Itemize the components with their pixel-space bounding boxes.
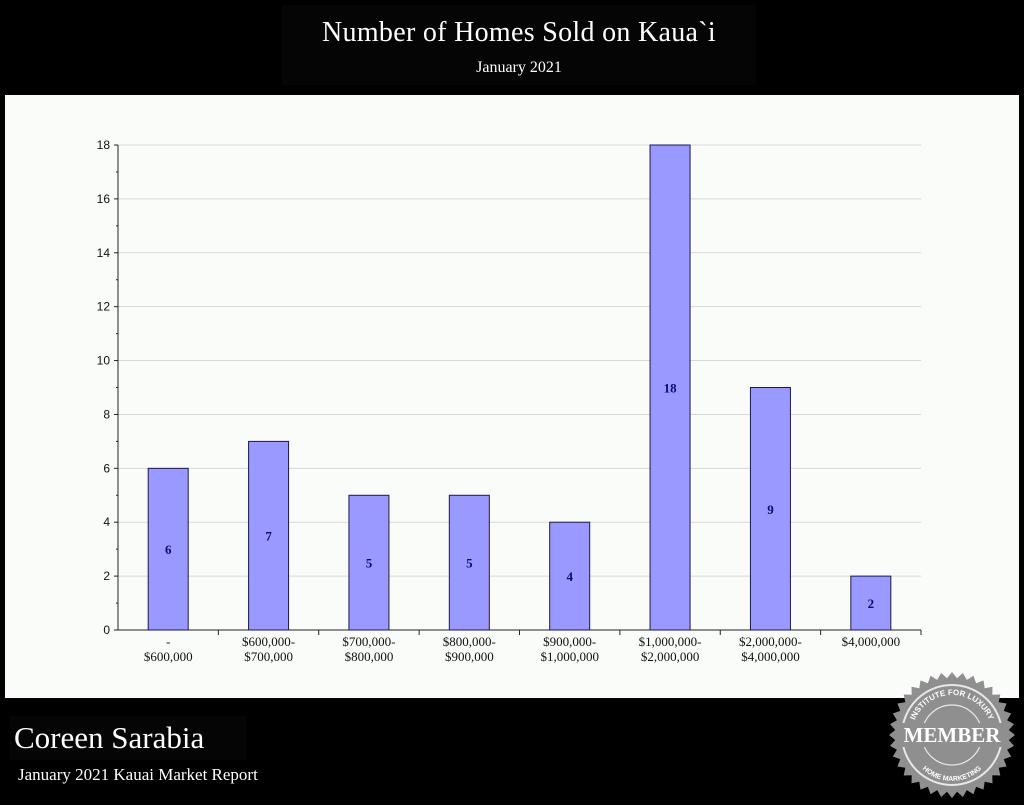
chart-panel: 0 2 4 6 8 10 12 14 16 18 6- $600,000 7 $600,000- $700,… — [5, 95, 1019, 698]
x-tick-label: $900,000 — [445, 649, 494, 664]
badge-main-text: MEMBER — [904, 723, 1002, 747]
x-tick-label: $2,000,000 — [641, 649, 700, 664]
y-tick-label: 0 — [103, 623, 110, 637]
x-tick-label: $4,000,000 — [741, 649, 800, 664]
member-badge-icon: INSTITUTE FOR LUXURY MEMBER HOME MARKETI… — [889, 672, 1015, 798]
bar-data-label: 18 — [664, 381, 678, 396]
agent-name: Coreen Sarabia — [10, 716, 246, 760]
y-tick-label: 18 — [97, 138, 111, 152]
bar — [348, 494, 390, 631]
y-tick-label: 8 — [103, 407, 110, 421]
bar — [649, 144, 691, 631]
bar-data-label: 7 — [265, 529, 272, 544]
bar-chart: 0246810121416186-$600,0007$600,000-$700,… — [97, 138, 922, 664]
bar — [749, 387, 791, 631]
chart-title: Number of Homes Sold on Kaua`i — [322, 17, 716, 48]
y-tick-label: 6 — [103, 461, 110, 475]
x-tick-label: $600,000 — [144, 649, 193, 664]
y-tick-label: 12 — [97, 300, 111, 314]
bar — [549, 521, 591, 631]
x-tick-label: $800,000- — [443, 634, 496, 649]
y-tick-label: 4 — [103, 515, 110, 529]
bar — [448, 494, 490, 631]
report-title: January 2021 Kauai Market Report — [18, 765, 258, 784]
bar-data-label: 9 — [767, 502, 774, 517]
x-tick-label: $800,000 — [345, 649, 394, 664]
y-tick-label: 10 — [97, 354, 111, 368]
y-tick-label: 14 — [97, 246, 111, 260]
y-tick-label: 16 — [97, 192, 111, 206]
x-tick-label: $700,000 — [244, 649, 293, 664]
x-tick-label: $1,000,000 — [540, 649, 599, 664]
bar-data-label: 5 — [366, 556, 373, 571]
bar-data-label: 2 — [868, 596, 875, 611]
y-tick-label: 2 — [103, 569, 110, 583]
chart-subtitle: January 2021 — [476, 59, 562, 76]
bar — [248, 440, 290, 631]
bar-data-label: 5 — [466, 556, 473, 571]
bar-data-label: 4 — [566, 569, 573, 584]
bar — [147, 467, 189, 631]
x-tick-label: $900,000- — [543, 634, 596, 649]
x-tick-label: $600,000- — [242, 634, 295, 649]
title-box: Number of Homes Sold on Kaua`i January 2… — [282, 5, 756, 85]
x-tick-label: $4,000,000 — [842, 634, 901, 649]
bar — [850, 575, 892, 631]
x-tick-label: $700,000- — [342, 634, 395, 649]
x-tick-label: $2,000,000- — [739, 634, 802, 649]
x-tick-label: $1,000,000- — [639, 634, 702, 649]
x-tick-label: - — [166, 634, 170, 649]
bar-data-label: 6 — [165, 542, 172, 557]
